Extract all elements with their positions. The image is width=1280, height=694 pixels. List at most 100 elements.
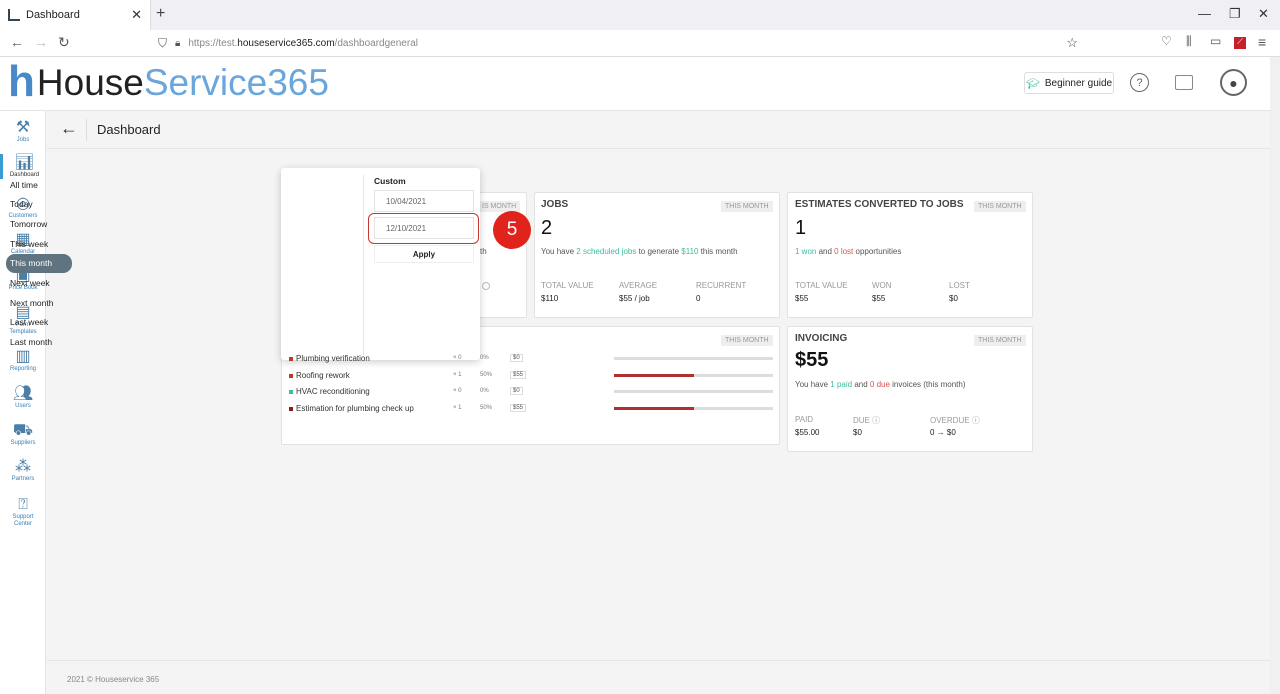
forward-icon[interactable]: → xyxy=(34,34,48,50)
estimates-converted-count: 1 xyxy=(795,217,807,239)
user-avatar-icon[interactable]: ● xyxy=(1220,69,1247,96)
estimates-converted-title: ESTIMATES CONVERTED TO JOBS xyxy=(795,199,964,210)
estimates-won-label: WON xyxy=(872,281,892,290)
scrollbar[interactable] xyxy=(1270,57,1280,694)
service-count: × 1 xyxy=(453,371,462,378)
sidebar-item-users[interactable]: 👥︎ Users xyxy=(0,385,46,410)
footer xyxy=(47,660,1270,694)
help-icon[interactable]: ? xyxy=(1130,73,1149,92)
start-date-input[interactable]: 10/04/2021 xyxy=(374,190,474,212)
estimates-total-label: TOTAL VALUE xyxy=(795,281,848,290)
beginner-guide-button[interactable]: 🎓︎ Beginner guide xyxy=(1024,72,1114,94)
info-icon[interactable]: ⓘ xyxy=(971,416,980,425)
service-color-marker xyxy=(289,407,293,412)
scheduled-jobs-link[interactable]: 2 scheduled jobs xyxy=(576,247,637,256)
dropdown-divider xyxy=(363,175,364,355)
jobs-count: 2 xyxy=(541,217,553,239)
address-bar[interactable]: ⛉ 🔒︎ https://test.houseservice365.com/da… xyxy=(150,33,1084,53)
reporting-icon: ▥ xyxy=(15,348,31,365)
bookmark-star-icon[interactable]: ☆ xyxy=(1066,35,1078,50)
folder-icon[interactable] xyxy=(1175,75,1193,90)
sidebar-item-reporting[interactable]: ▥ Reporting xyxy=(0,348,46,373)
highlight-box xyxy=(368,213,479,244)
apply-button[interactable]: Apply xyxy=(374,245,474,263)
sidebar-item-support-center[interactable]: ⍰ Support Center xyxy=(0,496,46,528)
back-icon[interactable]: ← xyxy=(10,34,24,50)
invoicing-overdue-value: 0 → $0 xyxy=(930,428,956,437)
date-option[interactable]: Last month xyxy=(10,337,53,348)
partners-icon: ⁂ xyxy=(15,458,31,475)
sidebar-item-partners[interactable]: ⁂ Partners xyxy=(0,458,46,483)
close-tab-icon[interactable]: ✕ xyxy=(131,7,142,22)
service-percent: 0% xyxy=(480,388,489,395)
app-logo[interactable]: h House Service365 xyxy=(8,57,329,106)
service-price: $0 xyxy=(510,387,523,396)
service-percent: 50% xyxy=(480,371,493,378)
service-count: × 1 xyxy=(453,405,462,412)
estimates-lost-value: $0 xyxy=(949,294,958,303)
library-icon[interactable]: ⫼ xyxy=(1186,34,1192,48)
jobs-title: JOBS xyxy=(541,199,569,210)
estimates-total-value: $55 xyxy=(795,294,809,303)
form-icon: ▤ xyxy=(15,304,31,321)
service-color-marker xyxy=(289,390,293,395)
invoicing-card xyxy=(787,326,1033,452)
info-icon[interactable]: ⓘ xyxy=(872,416,881,425)
jobs-recurrent-label: RECURRENT xyxy=(696,281,747,290)
invoicing-due-label: DUE ⓘ xyxy=(853,416,881,425)
service-price: $55 xyxy=(510,404,527,413)
estimates-won-value: $55 xyxy=(872,294,886,303)
tools-icon: ⚒ xyxy=(15,119,31,136)
sidebar-item-form-templates[interactable]: ▤ Form Templates xyxy=(0,304,46,336)
invoicing-summary: You have 1 paid and 0 due invoices (this… xyxy=(795,380,966,389)
service-percent: 50% xyxy=(480,405,493,412)
sidebar-toggle-icon[interactable]: ▭ xyxy=(1210,34,1222,48)
service-progress-bar xyxy=(614,357,773,360)
sidebar-item-suppliers[interactable]: ⛟ Suppliers xyxy=(0,422,46,447)
step-number-badge: 5 xyxy=(493,211,531,249)
jobs-average-value: $55 / job xyxy=(619,294,650,303)
service-percent: 0% xyxy=(480,355,489,361)
lock-icon: 🔒︎ xyxy=(175,37,181,49)
service-name: Plumbing verification xyxy=(296,354,370,363)
service-progress-bar xyxy=(614,390,773,394)
sidebar-item-dashboard[interactable]: 📊︎ Dashboard xyxy=(0,154,46,179)
back-arrow-icon[interactable]: ← xyxy=(60,118,78,138)
date-option[interactable]: All time xyxy=(10,179,38,190)
close-window-icon[interactable]: ✕ xyxy=(1258,6,1269,21)
sidebar-item-customers[interactable]: ◎ Customers xyxy=(0,195,46,220)
favicon-icon xyxy=(8,9,20,21)
date-option[interactable]: Today xyxy=(10,199,33,210)
reload-icon[interactable]: ↻ xyxy=(58,34,70,50)
sidebar-item-jobs[interactable]: ⚒ Jobs xyxy=(0,119,46,144)
browser-tab[interactable]: Dashboard ✕ xyxy=(0,0,151,30)
date-option[interactable]: Next month xyxy=(10,297,54,308)
jobs-badge: THIS MONTH xyxy=(721,201,773,212)
service-name: HVAC reconditioning xyxy=(296,387,370,397)
restore-icon[interactable]: ❐ xyxy=(1229,6,1241,21)
minimize-icon[interactable]: — xyxy=(1198,6,1211,21)
service-count: × 0 xyxy=(453,355,462,361)
service-progress-bar xyxy=(614,407,773,411)
menu-icon[interactable]: ≡ xyxy=(1258,34,1267,50)
tab-title: Dashboard xyxy=(26,9,80,21)
graduation-cap-icon: 🎓︎ xyxy=(1025,77,1040,90)
extension-icon[interactable]: ⟋ xyxy=(1234,37,1246,49)
date-option[interactable]: This week xyxy=(10,238,49,249)
sidebar-item-calendar[interactable]: ▦ Calendar xyxy=(0,231,46,256)
info-icon[interactable] xyxy=(482,282,490,290)
service-progress-fill xyxy=(614,373,694,377)
date-option[interactable]: This month xyxy=(6,253,72,273)
jobs-average-label: AVERAGE xyxy=(619,281,658,290)
date-option[interactable]: Tomorrow xyxy=(10,218,48,229)
pocket-icon[interactable]: ♡ xyxy=(1161,34,1172,48)
end-date-input[interactable]: 12/10/2021 xyxy=(374,217,474,239)
new-tab-icon[interactable]: + xyxy=(156,5,166,22)
service-price: $0 xyxy=(510,354,523,362)
date-option[interactable]: Last week xyxy=(10,317,49,328)
date-option[interactable]: Next week xyxy=(10,278,50,288)
footer-copyright: 2021 © Houseservice 365 xyxy=(67,675,160,684)
service-name: Estimation for plumbing check up xyxy=(296,404,414,414)
url-text: https://test.houseservice365.com/dashboa… xyxy=(188,37,418,49)
shield-icon: ⛉ xyxy=(158,35,168,50)
